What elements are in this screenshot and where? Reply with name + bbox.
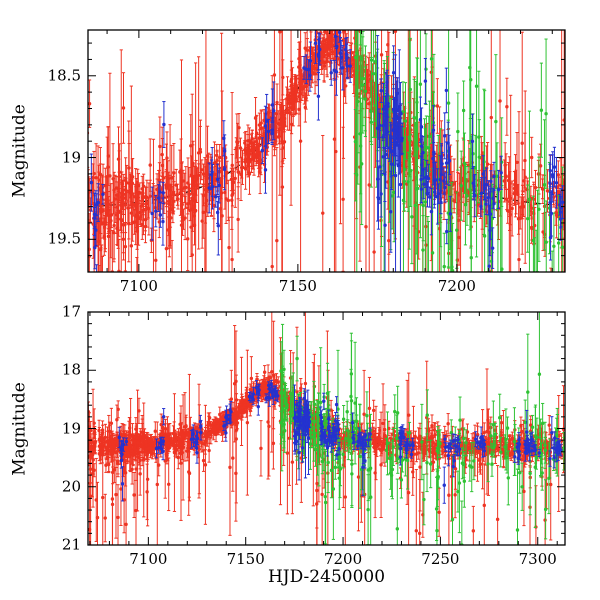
x-axis-title: HJD-2450000 [267, 567, 386, 587]
y-axis-title-bottom: Magnitude [9, 381, 30, 476]
y-axis-title-top: Magnitude [9, 104, 30, 198]
